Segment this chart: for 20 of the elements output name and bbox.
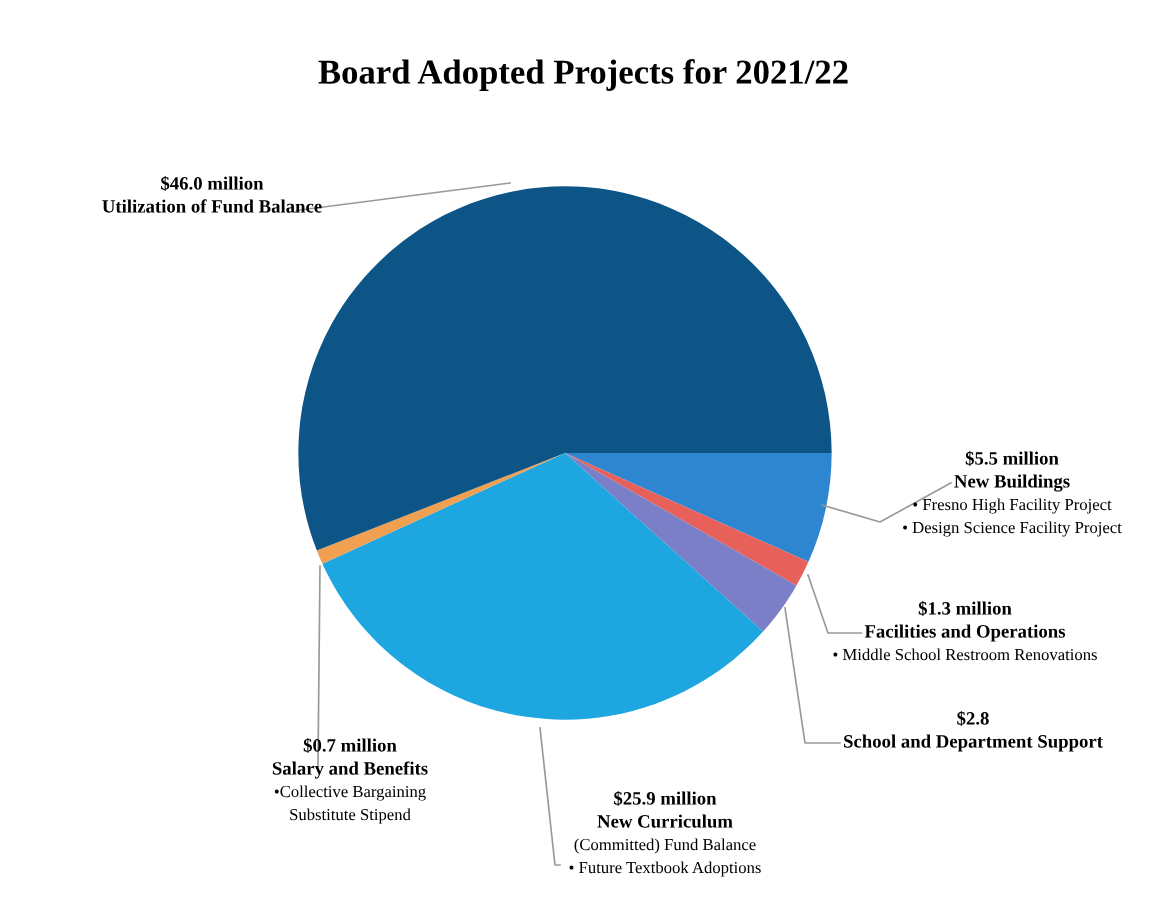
text: •Collective Bargaining bbox=[274, 785, 426, 801]
slice-label: Salary and Benefits bbox=[272, 761, 428, 779]
data-label: $1.3 million bbox=[918, 600, 1012, 616]
text: • Design Science Facility Project bbox=[903, 521, 1122, 537]
data-label: $46.0 million bbox=[161, 175, 264, 191]
slice-label: Facilities and Operations bbox=[864, 624, 1066, 642]
text: Substitute Stipend bbox=[290, 808, 411, 824]
data-label: $25.9 million bbox=[614, 790, 717, 806]
data-label: $0.7 million bbox=[303, 737, 397, 753]
data-label: $5.5 million bbox=[965, 450, 1059, 466]
text: (Committed) Fund Balance bbox=[574, 838, 756, 854]
slice-label: New Curriculum bbox=[597, 814, 733, 828]
slice-label: New Buildings bbox=[954, 474, 1070, 492]
slice-label: Utilization of Fund Balance bbox=[102, 199, 322, 213]
text: • Middle School Restroom Renovations bbox=[833, 648, 1097, 661]
text: • Fresno High Facility Project bbox=[913, 498, 1112, 514]
chart-title: Board Adopted Projects for 2021/22 bbox=[318, 59, 848, 91]
slice-label: School and Department Support bbox=[844, 734, 1103, 752]
text: • Future Textbook Adoptions bbox=[569, 861, 761, 877]
data-label: $2.8 bbox=[957, 710, 989, 726]
